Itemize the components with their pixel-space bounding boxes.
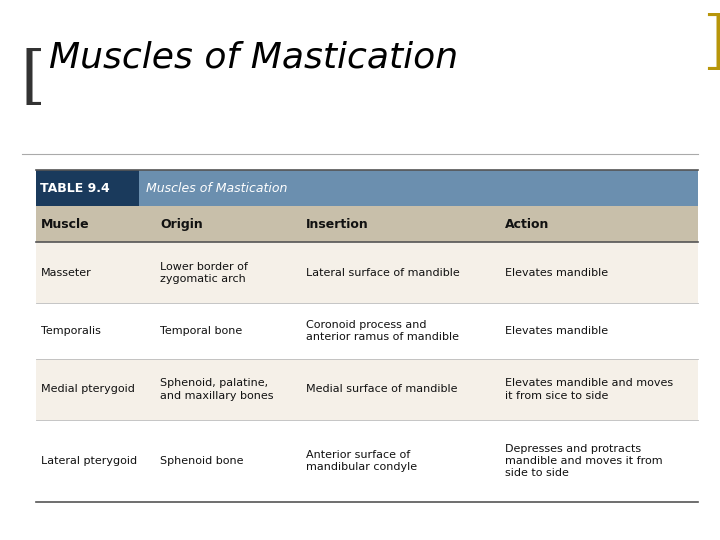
Text: Lateral surface of mandible: Lateral surface of mandible (306, 268, 460, 278)
Text: Coronoid process and
anterior ramus of mandible: Coronoid process and anterior ramus of m… (306, 320, 459, 342)
Text: [: [ (20, 49, 45, 110)
Text: Medial surface of mandible: Medial surface of mandible (306, 384, 457, 394)
Text: Insertion: Insertion (306, 218, 369, 231)
Bar (36, 420, 698, 502)
Text: Elevates mandible: Elevates mandible (505, 326, 608, 336)
Text: Lower border of
zygomatic arch: Lower border of zygomatic arch (161, 261, 248, 284)
Text: Origin: Origin (161, 218, 203, 231)
Bar (36, 303, 698, 359)
Bar (36, 242, 698, 303)
Text: Sphenoid, palatine,
and maxillary bones: Sphenoid, palatine, and maxillary bones (161, 378, 274, 401)
Text: Medial pterygoid: Medial pterygoid (41, 384, 135, 394)
Text: Action: Action (505, 218, 549, 231)
Text: Temporalis: Temporalis (41, 326, 101, 336)
Text: Elevates mandible: Elevates mandible (505, 268, 608, 278)
Text: Muscle: Muscle (41, 218, 90, 231)
Bar (36, 170, 139, 206)
Text: Elevates mandible and moves
it from sice to side: Elevates mandible and moves it from sice… (505, 378, 673, 401)
Bar (36, 359, 698, 420)
Text: Muscles of Mastication: Muscles of Mastication (146, 181, 287, 194)
Text: Lateral pterygoid: Lateral pterygoid (41, 456, 138, 466)
Text: ]: ] (702, 14, 720, 75)
Text: TABLE 9.4: TABLE 9.4 (40, 181, 109, 194)
Text: Muscles of Mastication: Muscles of Mastication (49, 40, 458, 75)
Text: Anterior surface of
mandibular condyle: Anterior surface of mandibular condyle (306, 450, 417, 472)
Bar (36, 206, 698, 242)
Text: Depresses and protracts
mandible and moves it from
side to side: Depresses and protracts mandible and mov… (505, 444, 662, 478)
Text: Masseter: Masseter (41, 268, 91, 278)
Text: Sphenoid bone: Sphenoid bone (161, 456, 244, 466)
Text: Temporal bone: Temporal bone (161, 326, 243, 336)
Bar (139, 170, 698, 206)
